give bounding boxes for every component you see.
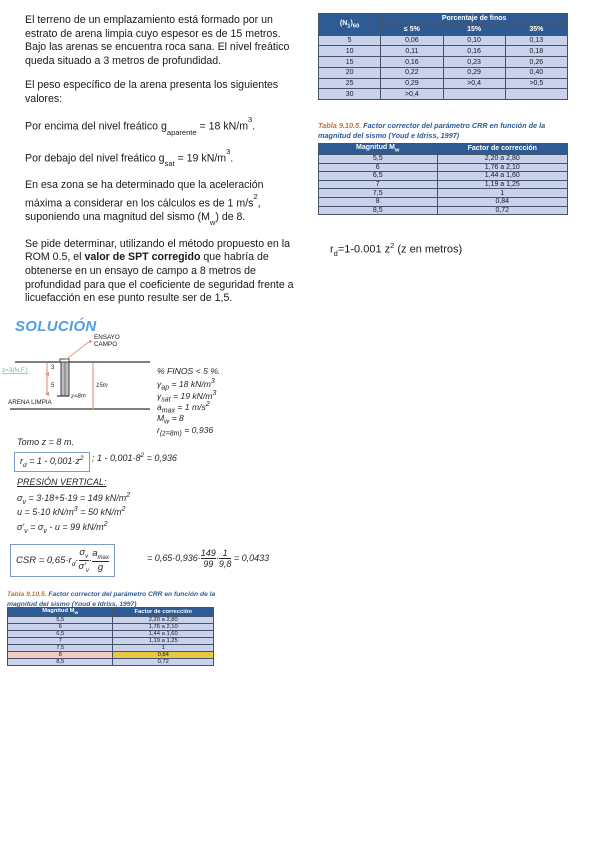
svg-text:z=3(N.F.): z=3(N.F.) (2, 367, 28, 374)
svg-text:5: 5 (51, 383, 55, 389)
svg-text:z=8m: z=8m (70, 393, 86, 400)
svg-text:3: 3 (51, 365, 55, 371)
svg-text:15m: 15m (96, 383, 108, 389)
svg-text:CAMPO: CAMPO (94, 341, 117, 348)
svg-text:ARENA LIMPIA: ARENA LIMPIA (8, 399, 53, 406)
svg-text:ENSAYO: ENSAYO (94, 334, 120, 341)
